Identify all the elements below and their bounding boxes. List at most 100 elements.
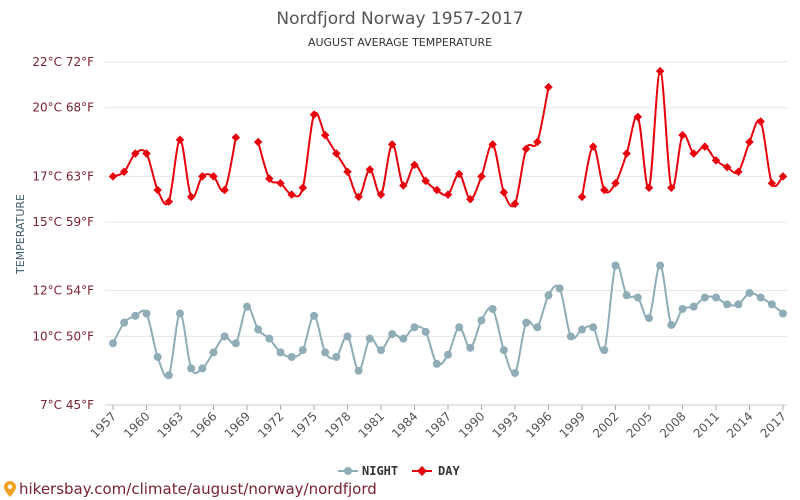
data-point-night[interactable] xyxy=(298,346,307,355)
data-point-night[interactable] xyxy=(432,359,441,368)
data-point-night[interactable] xyxy=(354,366,363,375)
data-point-night[interactable] xyxy=(589,323,598,332)
data-point-day[interactable] xyxy=(332,149,341,158)
data-point-day[interactable] xyxy=(376,190,386,199)
data-point-day[interactable] xyxy=(298,183,308,193)
data-point-night[interactable] xyxy=(622,291,631,300)
data-point-night[interactable] xyxy=(243,302,251,311)
data-point-night[interactable] xyxy=(723,300,732,309)
data-point-night[interactable] xyxy=(734,300,743,309)
data-point-day[interactable] xyxy=(421,176,430,186)
data-point-night[interactable] xyxy=(779,309,787,318)
data-point-night[interactable] xyxy=(555,284,564,293)
data-point-night[interactable] xyxy=(767,300,776,309)
data-point-night[interactable] xyxy=(153,352,162,361)
legend-item-day[interactable]: DAY xyxy=(412,464,460,478)
data-point-night[interactable] xyxy=(343,332,352,341)
data-point-night[interactable] xyxy=(499,346,508,355)
data-point-day[interactable] xyxy=(231,133,241,142)
data-point-night[interactable] xyxy=(332,352,341,361)
data-point-night[interactable] xyxy=(310,311,318,320)
data-point-day[interactable] xyxy=(466,194,475,204)
data-point-day[interactable] xyxy=(198,172,207,181)
data-point-night[interactable] xyxy=(700,293,709,302)
data-point-night[interactable] xyxy=(209,348,218,357)
data-point-night[interactable] xyxy=(120,318,129,327)
data-point-night[interactable] xyxy=(388,330,397,339)
data-point-night[interactable] xyxy=(712,293,720,302)
data-point-night[interactable] xyxy=(399,334,408,343)
data-point-day[interactable] xyxy=(186,192,196,202)
data-point-day[interactable] xyxy=(265,174,274,183)
data-point-day[interactable] xyxy=(287,190,296,199)
data-point-day[interactable] xyxy=(622,149,631,158)
data-point-day[interactable] xyxy=(119,167,129,177)
data-point-night[interactable] xyxy=(131,311,140,320)
data-point-day[interactable] xyxy=(175,135,185,144)
data-point-day[interactable] xyxy=(253,137,263,147)
data-point-night[interactable] xyxy=(689,302,698,311)
data-point-day[interactable] xyxy=(443,190,453,199)
data-point-day[interactable] xyxy=(399,181,408,190)
data-point-night[interactable] xyxy=(142,309,151,318)
data-point-night[interactable] xyxy=(421,327,430,336)
data-point-day[interactable] xyxy=(276,178,285,188)
data-point-night[interactable] xyxy=(276,348,285,357)
data-point-night[interactable] xyxy=(511,368,519,377)
data-point-day[interactable] xyxy=(432,185,442,195)
data-point-night[interactable] xyxy=(164,371,173,380)
data-point-night[interactable] xyxy=(220,332,229,341)
data-point-day[interactable] xyxy=(499,188,509,197)
data-point-day[interactable] xyxy=(142,149,151,158)
data-point-night[interactable] xyxy=(466,343,475,352)
data-point-day[interactable] xyxy=(131,149,140,158)
data-point-night[interactable] xyxy=(287,352,296,361)
legend-item-night[interactable]: NIGHT xyxy=(338,464,398,478)
data-point-day[interactable] xyxy=(365,165,375,174)
source-footer[interactable]: hikersbay.com/climate/august/norway/nord… xyxy=(4,480,377,498)
data-point-night[interactable] xyxy=(756,293,765,302)
data-point-night[interactable] xyxy=(187,364,196,373)
data-point-day[interactable] xyxy=(220,185,229,195)
data-point-night[interactable] xyxy=(745,288,754,297)
data-point-night[interactable] xyxy=(477,316,486,325)
data-point-day[interactable] xyxy=(488,140,497,149)
data-point-day[interactable] xyxy=(544,82,553,92)
data-point-night[interactable] xyxy=(578,325,586,334)
data-point-night[interactable] xyxy=(444,350,452,359)
data-point-day[interactable] xyxy=(756,117,765,126)
source-link[interactable]: hikersbay.com/climate/august/norway/nord… xyxy=(19,480,377,498)
data-point-night[interactable] xyxy=(410,323,419,332)
data-point-day[interactable] xyxy=(164,197,174,206)
data-point-day[interactable] xyxy=(734,167,743,177)
data-point-night[interactable] xyxy=(645,314,653,323)
data-point-night[interactable] xyxy=(533,323,542,332)
data-point-day[interactable] xyxy=(320,130,330,140)
data-point-night[interactable] xyxy=(254,325,263,334)
data-point-night[interactable] xyxy=(198,364,207,373)
data-point-night[interactable] xyxy=(365,334,374,343)
data-point-day[interactable] xyxy=(477,172,486,181)
data-point-night[interactable] xyxy=(321,348,330,357)
data-point-day[interactable] xyxy=(354,192,363,202)
data-point-night[interactable] xyxy=(656,261,665,270)
data-point-day[interactable] xyxy=(387,140,397,149)
data-point-night[interactable] xyxy=(176,309,184,318)
data-point-night[interactable] xyxy=(522,318,531,327)
data-point-day[interactable] xyxy=(108,172,118,181)
data-point-day[interactable] xyxy=(655,66,665,76)
data-point-night[interactable] xyxy=(600,346,609,355)
data-point-night[interactable] xyxy=(265,334,274,343)
data-point-day[interactable] xyxy=(745,137,754,147)
data-point-day[interactable] xyxy=(343,167,352,177)
data-point-night[interactable] xyxy=(611,261,620,270)
data-point-day[interactable] xyxy=(577,192,587,202)
data-point-day[interactable] xyxy=(678,130,687,140)
data-point-night[interactable] xyxy=(455,323,464,332)
data-point-day[interactable] xyxy=(410,160,419,170)
data-point-day[interactable] xyxy=(454,169,464,179)
data-point-night[interactable] xyxy=(667,320,676,329)
data-point-night[interactable] xyxy=(566,332,575,341)
data-point-night[interactable] xyxy=(377,346,385,355)
data-point-night[interactable] xyxy=(231,339,240,348)
